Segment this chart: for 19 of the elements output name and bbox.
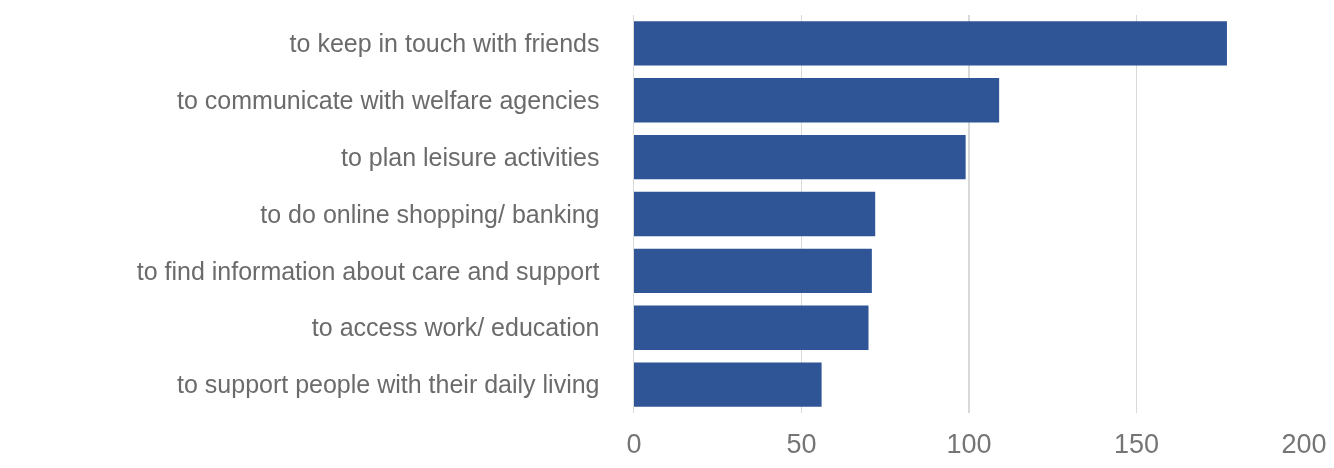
x-tick-label: 50 <box>786 429 817 459</box>
y-tick-label: to find information about care and support <box>136 256 600 285</box>
y-tick-label: to communicate with welfare agencies <box>177 86 600 115</box>
bar <box>634 134 966 180</box>
bar <box>634 191 876 237</box>
y-tick-label: to do online shopping/ banking <box>260 199 600 228</box>
y-tick-label: to plan leisure activities <box>341 142 600 171</box>
y-tick-label: to support people with their daily living <box>177 370 600 399</box>
x-tick-label: 150 <box>1113 429 1160 459</box>
y-tick-label: to access work/ education <box>311 313 600 342</box>
x-tick-label: 200 <box>1281 429 1327 459</box>
bar <box>634 78 1000 123</box>
x-tick-label: 100 <box>946 429 992 459</box>
bar <box>634 21 1227 66</box>
bar <box>634 305 869 350</box>
x-tick-label: 0 <box>626 429 642 459</box>
y-tick-label: to keep in touch with friends <box>289 29 600 58</box>
bar <box>634 362 822 407</box>
bar <box>634 248 872 294</box>
